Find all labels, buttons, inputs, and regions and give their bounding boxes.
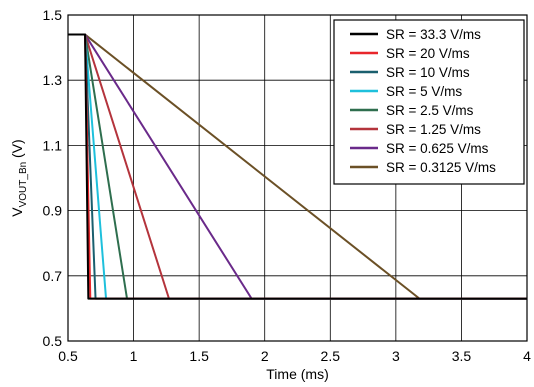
legend-label: SR = 1.25 V/ms [386,122,481,137]
legend-label: SR = 0.625 V/ms [386,141,489,156]
x-tick-label: 0.5 [58,348,78,364]
tick-labels: 0.5 1 1.5 2 2.5 3 3.5 4 0.5 0.7 0.9 1.1 1.3 1.5 [43,7,532,364]
legend-label: SR = 0.3125 V/ms [386,160,496,175]
y-tick-label: 0.5 [43,333,63,349]
x-tick-label: 3.5 [452,348,472,364]
x-tick-label: 2.5 [321,348,341,364]
y-tick-label: 1.5 [43,7,63,23]
legend-label: SR = 2.5 V/ms [386,103,474,118]
legend-label: SR = 20 V/ms [386,46,470,61]
x-tick-label: 3 [392,348,400,364]
y-axis-label-sub: VOUT_Bn [18,162,29,208]
series-lines [68,33,527,300]
y-tick-label: 0.7 [43,268,63,284]
y-axis-label-unit: (V) [9,139,25,162]
y-tick-label: 1.3 [43,72,63,88]
legend-label: SR = 5 V/ms [386,84,462,99]
legend-box [333,19,525,185]
plot-frame [67,14,528,342]
y-tick-label: 1.1 [43,137,63,153]
x-tick-label: 1 [130,348,138,364]
x-axis-label: Time (ms) [266,366,328,382]
x-tick-label: 1.5 [189,348,209,364]
x-tick-label: 2 [261,348,269,364]
y-tick-label: 0.9 [43,203,63,219]
y-axis-label-main: V [9,207,25,217]
series-line [68,33,527,300]
y-axis-label: VVOUT_Bn (V) [9,139,29,216]
legend-label: SR = 33.3 V/ms [386,27,481,42]
x-tick-label: 4 [523,348,531,364]
legend: SR = 33.3 V/ms SR = 20 V/ms SR = 10 V/ms SR… [333,19,525,185]
legend-label: SR = 10 V/ms [386,65,470,80]
